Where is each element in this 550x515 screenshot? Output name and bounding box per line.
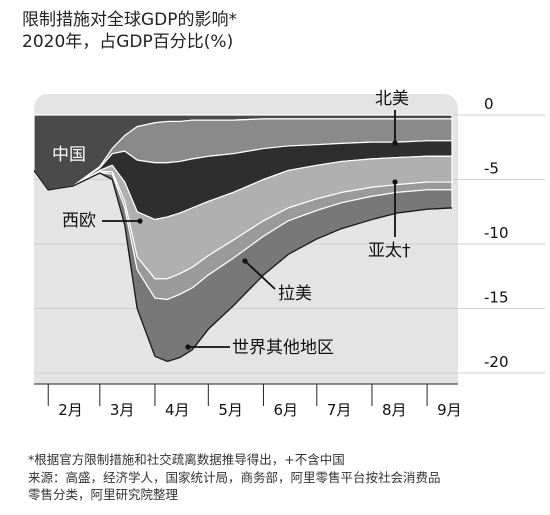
- y-tick-label: 0: [484, 95, 494, 113]
- series-label: 亚太†: [368, 241, 411, 261]
- x-tick-label: 9月: [437, 401, 462, 419]
- y-tick-label: -15: [484, 289, 509, 307]
- x-tick-label: 4月: [165, 401, 190, 419]
- series-label: 世界其他地区: [232, 338, 334, 358]
- title-block: 限制措施对全球GDP的影响* 2020年，占GDP百分比(%): [22, 9, 237, 53]
- x-tick-label: 3月: [110, 401, 135, 419]
- series-leader-line: [244, 260, 276, 290]
- series-leader-dot: [392, 179, 398, 185]
- x-tick-label: 2月: [58, 401, 83, 419]
- x-tick-label: 8月: [382, 401, 407, 419]
- total-line: [33, 170, 453, 363]
- y-tick-label: -10: [484, 224, 509, 242]
- footnotes: *根据官方限制措施和社交疏离数据推导得出，+不含中国 来源：高盛，经济学人，国家…: [28, 451, 441, 504]
- series-label: 北美: [375, 89, 409, 109]
- series-leader-dot: [137, 218, 143, 224]
- series-label: 中国: [52, 145, 86, 165]
- y-tick-label: -5: [484, 160, 499, 178]
- series-leader-dot: [242, 258, 248, 264]
- x-tick-label: 6月: [273, 401, 298, 419]
- series-leader-dot: [392, 140, 398, 146]
- footnote-source-line1: 来源：高盛，经济学人，国家统计局，商务部，阿里零售平台按社会消费品: [28, 469, 441, 485]
- footnote-source-line2: 零售分类，阿里研究院整理: [28, 487, 179, 502]
- x-tick-label: 5月: [218, 401, 243, 419]
- series-leader-dot: [185, 344, 191, 350]
- x-tick-label: 7月: [327, 401, 352, 419]
- y-tick-label: -20: [484, 353, 509, 371]
- series-label: 拉美: [278, 284, 312, 304]
- series-label: 西欧: [62, 211, 96, 231]
- footnote-note: *根据官方限制措施和社交疏离数据推导得出，+不含中国: [28, 452, 345, 467]
- chart-subtitle: 2020年，占GDP百分比(%): [22, 32, 234, 52]
- chart-title: 限制措施对全球GDP的影响*: [22, 10, 238, 30]
